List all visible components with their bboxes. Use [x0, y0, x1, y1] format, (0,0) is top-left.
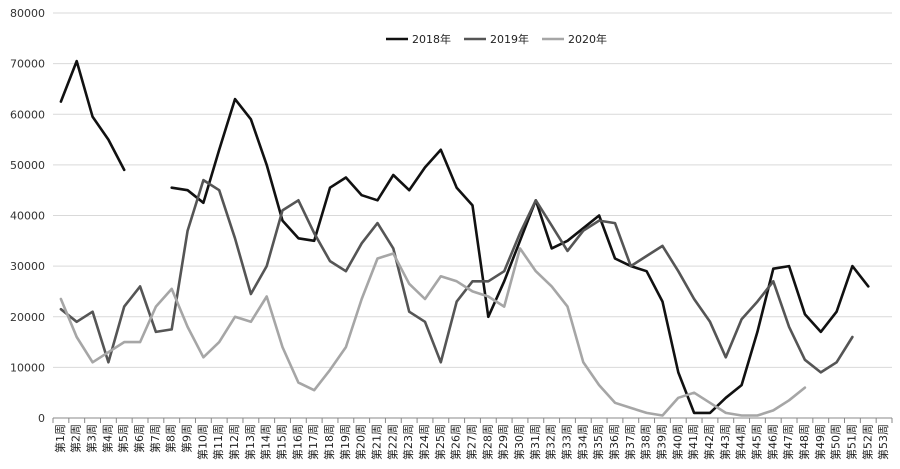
x-tick-label: 第25周 — [433, 424, 447, 460]
y-tick-label: 50000 — [10, 159, 45, 172]
x-tick-label: 第15周 — [275, 424, 289, 460]
x-tick-label: 第28周 — [480, 424, 494, 460]
x-tick-label: 第6周 — [132, 424, 146, 453]
x-tick-label: 第40周 — [670, 424, 684, 460]
legend-label: 2018年 — [412, 32, 451, 46]
x-tick-label: 第2周 — [69, 424, 83, 453]
x-tick-label: 第39周 — [654, 424, 668, 460]
x-tick-label: 第5周 — [116, 424, 130, 453]
x-tick-label: 第35周 — [591, 424, 605, 460]
x-tick-label: 第1周 — [53, 424, 67, 453]
x-tick-label: 第36周 — [607, 424, 621, 460]
y-tick-label: 60000 — [10, 108, 45, 121]
x-tick-label: 第20周 — [354, 424, 368, 460]
x-tick-label: 第34周 — [575, 424, 589, 460]
y-tick-label: 30000 — [10, 260, 45, 273]
x-tick-label: 第27周 — [465, 424, 479, 460]
x-tick-label: 第48周 — [797, 424, 811, 460]
series-line-2020年 — [59, 247, 807, 417]
x-tick-label: 第4周 — [100, 424, 114, 453]
x-tick-label: 第38周 — [639, 424, 653, 460]
x-tick-label: 第32周 — [544, 424, 558, 460]
x-tick-label: 第51周 — [844, 424, 858, 460]
x-tick-label: 第18周 — [322, 424, 336, 460]
gridlines — [53, 12, 892, 368]
y-tick-label: 0 — [38, 412, 45, 425]
legend: 2018年 2019年 2020年 — [386, 32, 607, 46]
x-tick-label: 第26周 — [449, 424, 463, 460]
y-axis-tick-labels: 0 10000 20000 30000 40000 50000 60000 70000 8000… — [10, 7, 45, 425]
x-tick-label: 第52周 — [860, 424, 874, 460]
x-tick-label: 第30周 — [512, 424, 526, 460]
x-tick-label: 第37周 — [623, 424, 637, 460]
y-tick-label: 10000 — [10, 361, 45, 374]
series-line-2019年 — [59, 178, 854, 374]
x-tick-label: 第7周 — [148, 424, 162, 453]
y-tick-label: 40000 — [10, 210, 45, 223]
y-tick-label: 70000 — [10, 58, 45, 71]
x-tick-label: 第3周 — [85, 424, 99, 453]
y-tick-label: 20000 — [10, 311, 45, 324]
x-tick-label: 第45周 — [749, 424, 763, 460]
x-tick-label: 第33周 — [559, 424, 573, 460]
x-tick-label: 第47周 — [781, 424, 795, 460]
x-tick-label: 第9周 — [180, 424, 194, 453]
x-tick-label: 第46周 — [765, 424, 779, 460]
x-tick-label: 第21周 — [370, 424, 384, 460]
x-tick-label: 第12周 — [227, 424, 241, 460]
x-tick-label: 第43周 — [718, 424, 732, 460]
legend-label: 2019年 — [490, 32, 529, 46]
x-tick-label: 第17周 — [306, 424, 320, 460]
series-line-2018年 — [59, 59, 870, 415]
x-tick-label: 第50周 — [829, 424, 843, 460]
x-tick-label: 第53周 — [876, 424, 890, 460]
x-tick-label: 第13周 — [243, 424, 257, 460]
x-tick-label: 第10周 — [195, 424, 209, 460]
x-tick-label: 第23周 — [401, 424, 415, 460]
x-tick-label: 第41周 — [686, 424, 700, 460]
x-tick-label: 第16周 — [290, 424, 304, 460]
legend-label: 2020年 — [568, 32, 607, 46]
x-tick-label: 第42周 — [702, 424, 716, 460]
x-tick-label: 第49周 — [813, 424, 827, 460]
series-lines — [59, 59, 870, 417]
x-tick-label: 第29周 — [496, 424, 510, 460]
x-tick-label: 第8周 — [164, 424, 178, 453]
x-tick-label: 第11周 — [211, 424, 225, 460]
x-tick-label: 第44周 — [734, 424, 748, 460]
x-tick-label: 第24周 — [417, 424, 431, 460]
x-tick-label: 第31周 — [528, 424, 542, 460]
x-tick-label: 第14周 — [259, 424, 273, 460]
y-tick-label: 80000 — [10, 7, 45, 20]
x-tick-label: 第19周 — [338, 424, 352, 460]
x-axis: 第1周 第2周 第3周 第4周 第5周 第6周 第7周 第8周 第9周 第10周 第11周 第12周第… — [52, 417, 893, 460]
x-tick-label: 第22周 — [385, 424, 399, 460]
